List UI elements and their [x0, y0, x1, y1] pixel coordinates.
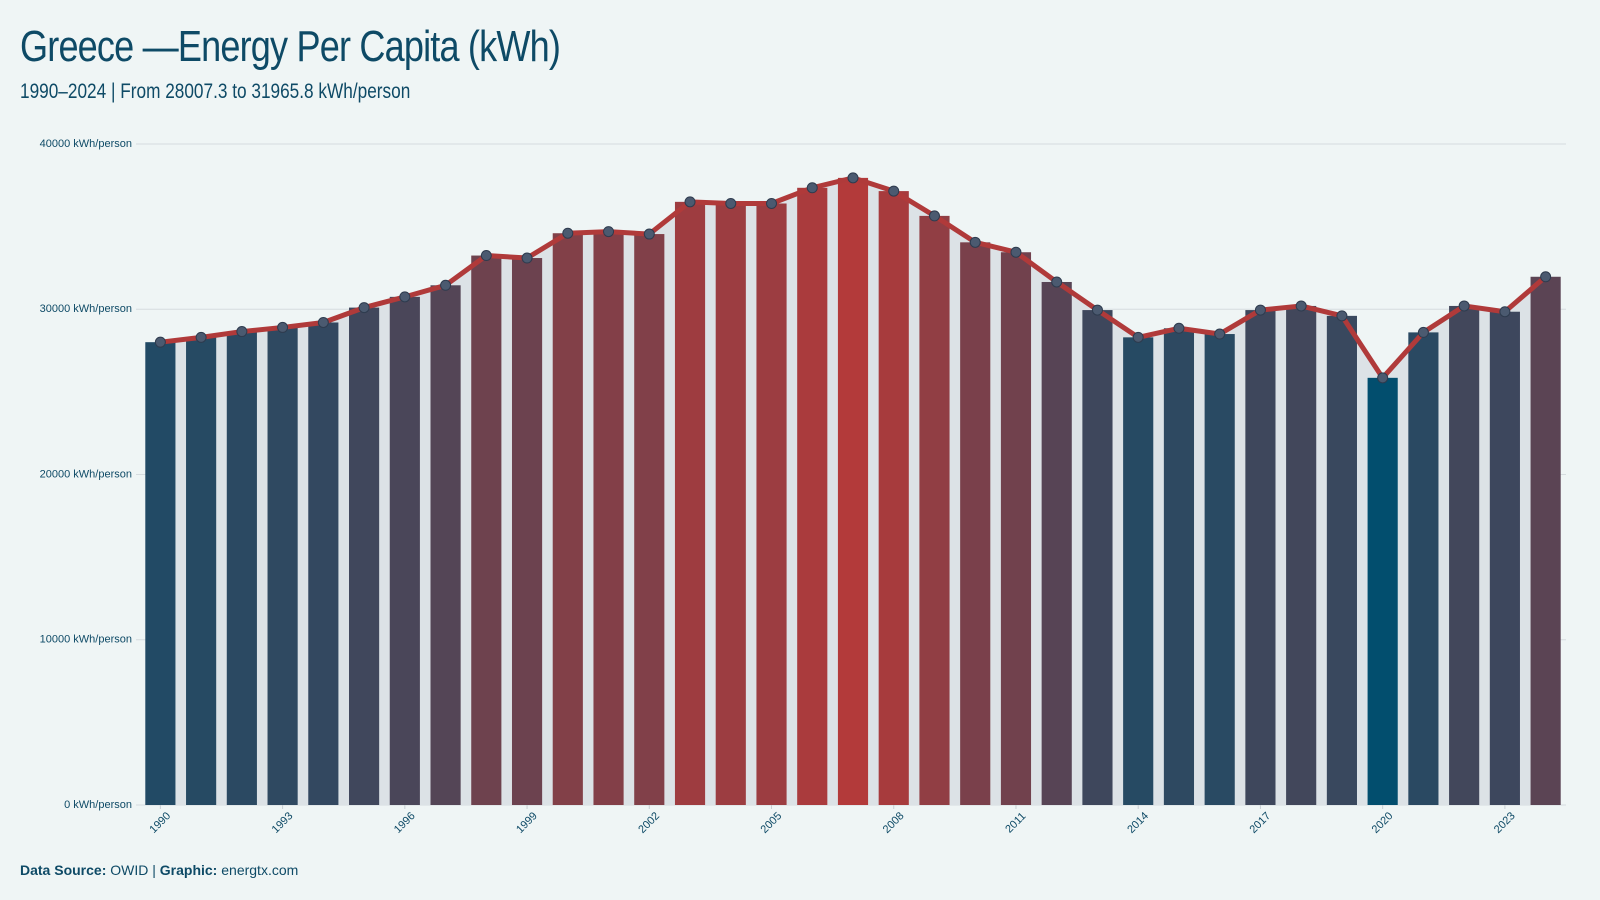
separator: | [152, 862, 156, 878]
marker [1132, 331, 1144, 343]
marker [766, 197, 778, 209]
bar [186, 337, 217, 805]
marker [684, 196, 696, 208]
bar [1041, 281, 1072, 805]
marker [806, 182, 818, 194]
source-label: Data Source: [20, 862, 107, 878]
x-tick-label: 2014 [1125, 810, 1151, 836]
marker [1173, 322, 1185, 334]
x-tick-label: 1999 [514, 810, 540, 836]
marker [1010, 246, 1022, 258]
x-tick-label: 1990 [147, 810, 173, 836]
marker [1091, 304, 1103, 316]
marker [1377, 372, 1389, 384]
bar [552, 233, 583, 806]
bar [1449, 305, 1480, 805]
bar [430, 285, 461, 805]
y-tick-label: 20000 kWh/person [40, 468, 132, 480]
marker [521, 252, 533, 264]
chart-subtitle: 1990–2024 | From 28007.3 to 31965.8 kWh/… [20, 80, 411, 103]
x-tick-label: 2023 [1492, 810, 1518, 836]
marker [928, 210, 940, 222]
x-tick-label: 2008 [881, 810, 907, 836]
marker [277, 321, 289, 333]
bar [593, 231, 624, 805]
bar [797, 187, 828, 805]
marker [725, 197, 737, 209]
marker [480, 250, 492, 262]
x-tick-label: 2011 [1003, 810, 1028, 835]
x-tick-label: 2002 [636, 810, 662, 836]
bar [389, 296, 420, 805]
x-tick-label: 2017 [1247, 810, 1273, 836]
y-tick-label: 30000 kWh/person [40, 303, 132, 315]
bar [349, 307, 380, 805]
bar [919, 215, 950, 806]
bar [878, 191, 909, 805]
bar [960, 242, 991, 806]
marker [847, 172, 859, 184]
bar [267, 327, 298, 805]
marker [154, 336, 166, 348]
y-tick-label: 40000 kWh/person [40, 138, 132, 150]
marker [236, 326, 248, 338]
bar [1000, 252, 1032, 805]
marker [399, 291, 411, 303]
marker [1336, 310, 1348, 322]
marker [1214, 328, 1226, 340]
bar [1326, 315, 1357, 805]
marker [1499, 306, 1511, 318]
bar [308, 322, 339, 805]
footer: Data Source: OWID | Graphic: energtx.com [20, 862, 298, 878]
bar [1489, 311, 1520, 805]
marker [603, 226, 615, 238]
graphic-label: Graphic: [159, 862, 218, 878]
y-tick-label: 0 kWh/person [64, 799, 132, 811]
bar [634, 234, 665, 805]
marker [1254, 304, 1266, 316]
bar [837, 177, 869, 806]
x-tick-label: 1996 [392, 810, 418, 836]
marker [1458, 300, 1470, 312]
bar [471, 255, 502, 805]
y-tick-label: 10000 kWh/person [40, 634, 132, 646]
bar [1245, 310, 1276, 805]
marker [317, 316, 329, 328]
marker [643, 228, 655, 240]
bar [1163, 328, 1195, 805]
chart-title: Greece —Energy Per Capita (kWh) [20, 22, 561, 71]
x-tick-label: 1993 [270, 810, 296, 836]
source: OWID [110, 862, 149, 878]
bar [226, 331, 257, 805]
bar [145, 342, 176, 805]
marker [195, 331, 207, 343]
bar [674, 201, 706, 805]
marker [562, 227, 574, 239]
bar [1082, 310, 1113, 805]
bar [511, 258, 543, 806]
marker [358, 302, 370, 314]
bar [1367, 377, 1398, 805]
bar [1530, 276, 1561, 806]
marker [969, 236, 981, 248]
bar [1408, 332, 1439, 805]
marker [440, 279, 452, 291]
x-tick-label: 2005 [759, 810, 785, 836]
bar [1204, 334, 1235, 805]
marker [888, 185, 900, 197]
x-tick-label: 2020 [1370, 810, 1396, 836]
marker [1417, 326, 1429, 338]
bar [1286, 305, 1317, 805]
bar [1123, 337, 1154, 805]
graphic: energtx.com [221, 862, 299, 878]
marker [1295, 300, 1307, 312]
marker [1051, 276, 1063, 288]
bar [715, 203, 746, 806]
chart: 0 kWh/person 10000 kWh/person 20000 kWh/pe… [40, 138, 1566, 836]
bar [756, 203, 787, 806]
marker [1540, 271, 1552, 283]
